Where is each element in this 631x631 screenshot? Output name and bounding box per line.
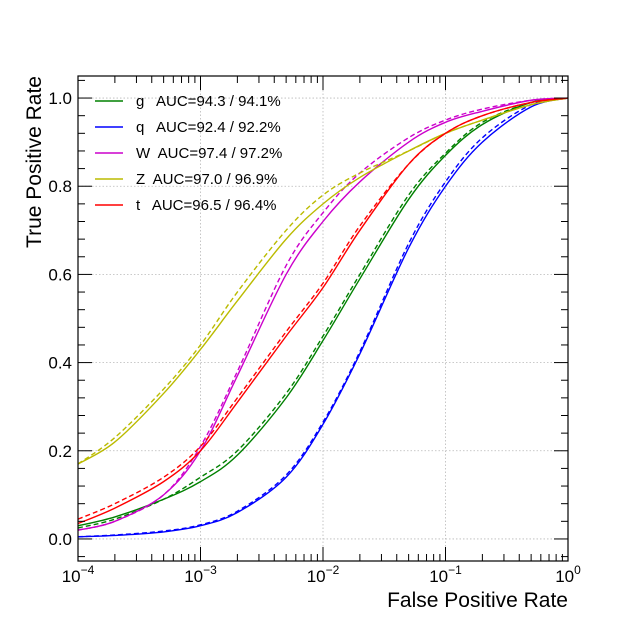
legend-label-q: q AUC=92.4 / 92.2% <box>136 119 281 136</box>
series-lines <box>77 97 569 538</box>
x-tick-label: 10−2 <box>307 563 340 586</box>
y-tick-label: 0.8 <box>48 177 72 196</box>
legend-label-t: t AUC=96.5 / 96.4% <box>136 197 277 214</box>
x-tick-labels: 10−4 10−3 10−2 10−1 100 <box>62 563 581 586</box>
x-tick-label: 10−3 <box>184 563 217 586</box>
y-tick-labels: 0.0 0.2 0.4 0.6 0.8 1.0 <box>48 89 72 549</box>
series-line-t-dashed <box>77 97 569 520</box>
legend-label-g: g AUC=94.3 / 94.1% <box>136 93 281 110</box>
y-tick-label: 0.4 <box>48 354 72 373</box>
y-tick-label: 0.0 <box>48 530 72 549</box>
grid <box>78 76 568 561</box>
legend-label-W: W AUC=97.4 / 97.2% <box>136 145 282 162</box>
legend-label-Z: Z AUC=97.0 / 96.9% <box>136 171 277 188</box>
axis-ticks <box>77 76 568 561</box>
series-line-Z-dashed <box>77 97 569 465</box>
y-tick-label: 0.6 <box>48 265 72 284</box>
series-line-Z-solid <box>77 97 569 465</box>
y-tick-label: 1.0 <box>48 89 72 108</box>
x-tick-label: 100 <box>555 563 581 586</box>
legend: g AUC=94.3 / 94.1% q AUC=92.4 / 92.2% W AU… <box>95 93 282 214</box>
series-line-g-solid <box>77 97 569 527</box>
y-tick-label: 0.2 <box>48 442 72 461</box>
series-line-q-solid <box>77 97 569 538</box>
y-axis-title: True Positive Rate <box>23 76 46 248</box>
series-line-t-solid <box>77 97 569 525</box>
series-line-W-solid <box>77 97 569 531</box>
x-tick-label: 10−1 <box>429 563 462 586</box>
x-axis-title: False Positive Rate <box>387 589 568 612</box>
series-line-q-dashed <box>77 97 569 538</box>
x-tick-label: 10−4 <box>62 563 95 586</box>
